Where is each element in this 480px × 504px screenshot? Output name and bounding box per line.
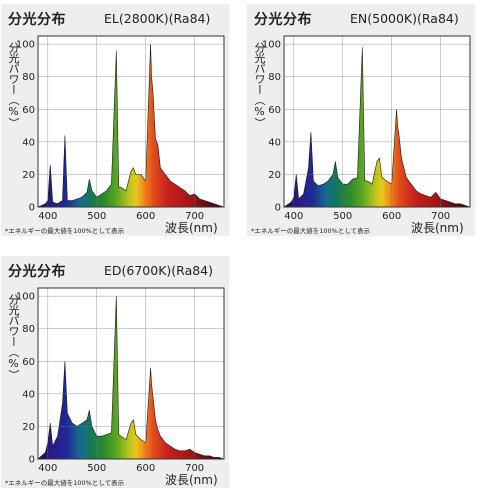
- y-tick-label: 20: [268, 170, 281, 181]
- y-tick-label: 40: [22, 389, 35, 400]
- y-tick-label: 0: [29, 203, 35, 214]
- spectrum-plot: 0 20 40 60 80 100 400 500 600 700: [16, 287, 225, 474]
- x-tick-label: 600: [136, 463, 155, 474]
- spectrum-area: [283, 47, 471, 208]
- chart-label: EL(2800K)(Ra84): [104, 11, 211, 26]
- y-tick-label: 100: [262, 40, 281, 51]
- y-tick-label: 80: [22, 72, 35, 83]
- x-tick-label: 700: [185, 463, 204, 474]
- x-tick-label: 400: [38, 211, 57, 222]
- x-tick-label: 400: [38, 463, 57, 474]
- y-tick-label: 20: [22, 422, 35, 433]
- footnote: *エネルギーの最大値を100%として表示: [5, 227, 125, 235]
- x-tick-label: 500: [87, 211, 106, 222]
- chart-title: 分光分布: [254, 12, 312, 28]
- spectrum-plot: 0 20 40 60 80 100 400 500 600 700: [16, 35, 225, 222]
- x-axis-label: 波長(nm): [411, 221, 464, 235]
- x-tick-label: 400: [284, 211, 303, 222]
- y-axis-label: 分光パワー（%）: [7, 294, 20, 380]
- y-tick-label: 60: [22, 357, 35, 368]
- y-tick-label: 60: [268, 105, 281, 116]
- x-tick-label: 500: [333, 211, 352, 222]
- chart-title: 分光分布: [8, 264, 66, 280]
- y-tick-label: 60: [22, 105, 35, 116]
- footnote: *エネルギーの最大値を100%として表示: [5, 479, 125, 487]
- y-tick-label: 80: [268, 72, 281, 83]
- y-tick-label: 0: [29, 455, 35, 466]
- y-tick-label: 100: [16, 292, 35, 303]
- y-tick-label: 40: [268, 137, 281, 148]
- chart-title: 分光分布: [8, 12, 66, 28]
- plot-frame: [283, 35, 471, 208]
- x-tick-label: 600: [382, 211, 401, 222]
- y-tick-label: 100: [16, 40, 35, 51]
- plot-frame: [37, 287, 225, 460]
- x-axis-label: 波長(nm): [165, 221, 218, 235]
- footnote: *エネルギーの最大値を100%として表示: [251, 227, 371, 235]
- chart-panel-ed: 分光分布 ED(6700K)(Ra84) 分光パワー（%） 0 20 40 60 80 1…: [1, 256, 229, 488]
- x-tick-label: 700: [431, 211, 450, 222]
- y-tick-label: 40: [22, 137, 35, 148]
- y-axis-label: 分光パワー（%）: [7, 42, 20, 128]
- chart-label: EN(5000K)(Ra84): [350, 11, 459, 26]
- y-tick-label: 80: [22, 324, 35, 335]
- x-axis-label: 波長(nm): [165, 473, 218, 487]
- chart-panel-en: 分光分布 EN(5000K)(Ra84) 分光パワー（%） 0 20 40 60 80 1…: [247, 4, 475, 236]
- x-tick-label: 700: [185, 211, 204, 222]
- spectrum-plot: 0 20 40 60 80 100 400 500 600 700: [262, 35, 471, 222]
- plot-frame: [37, 35, 225, 208]
- y-tick-label: 20: [22, 170, 35, 181]
- y-tick-label: 0: [275, 203, 281, 214]
- chart-label: ED(6700K)(Ra84): [104, 263, 214, 278]
- chart-panel-el: 分光分布 EL(2800K)(Ra84) 分光パワー（%） 0 20 40 60 80 1…: [1, 4, 229, 236]
- x-tick-label: 500: [87, 463, 106, 474]
- y-axis-label: 分光パワー（%）: [253, 42, 266, 128]
- x-tick-label: 600: [136, 211, 155, 222]
